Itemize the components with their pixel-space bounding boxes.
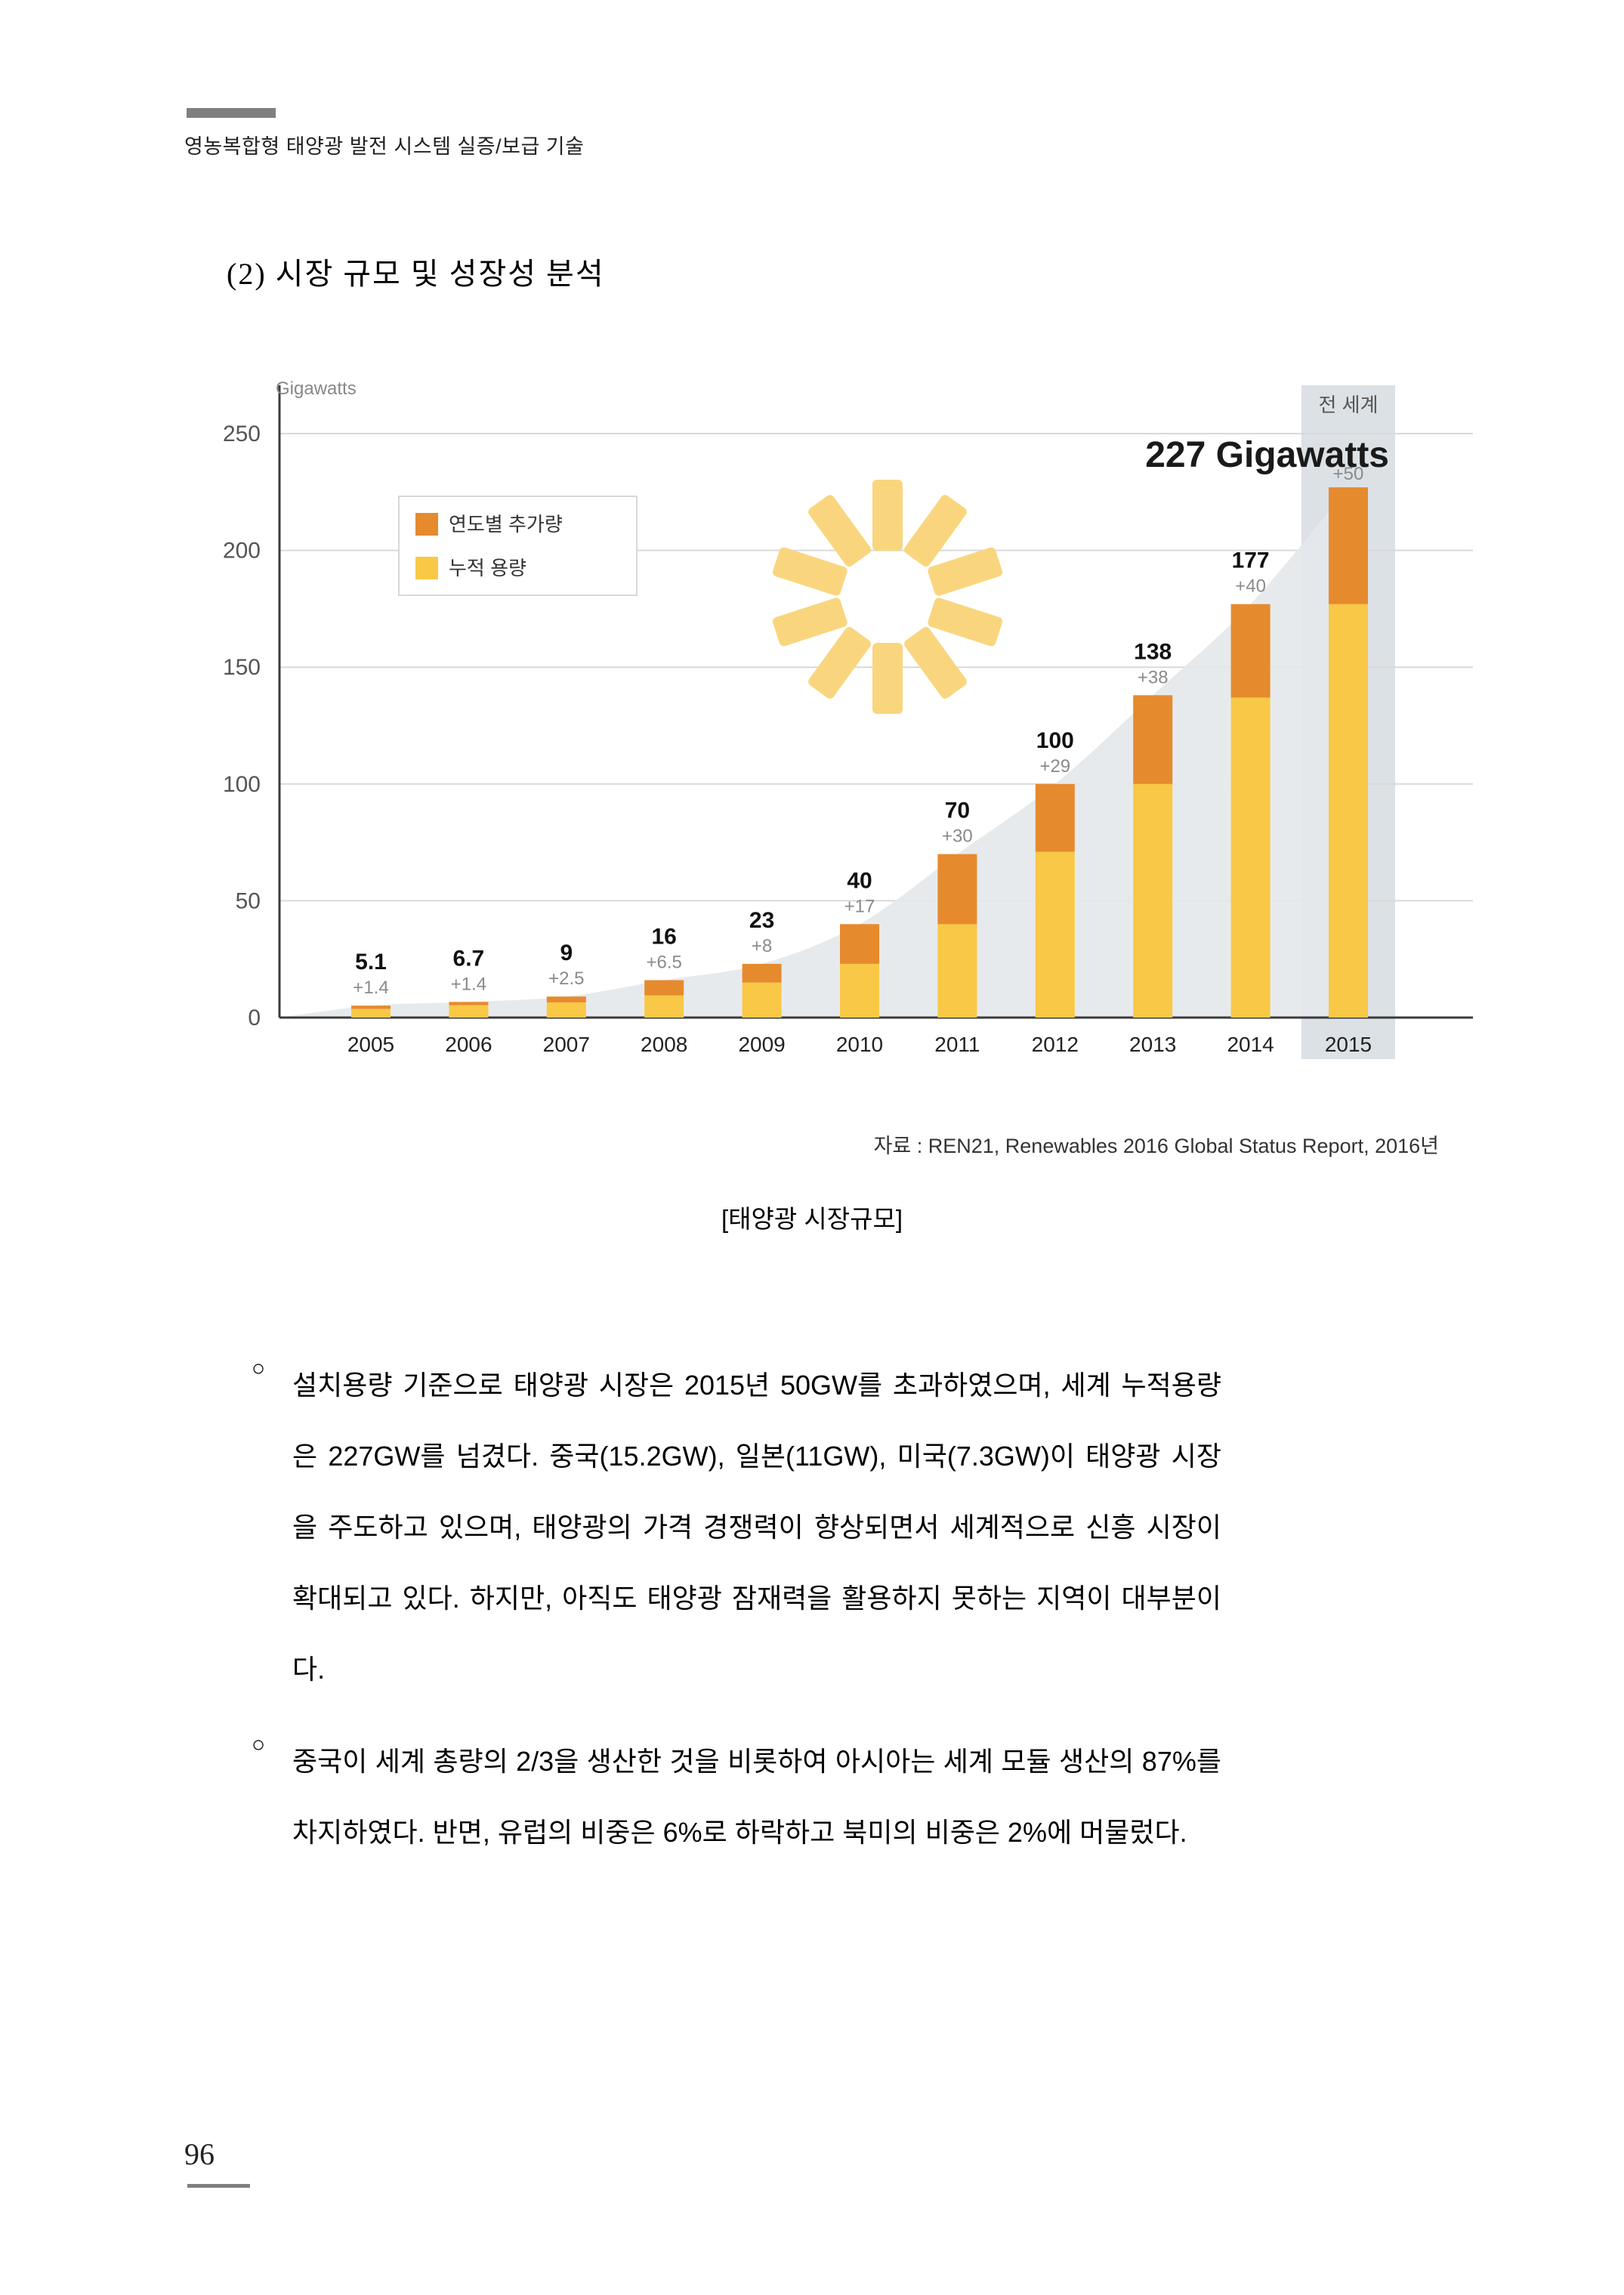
svg-text:2005: 2005: [347, 1033, 394, 1056]
svg-text:200: 200: [223, 539, 261, 564]
svg-text:+8: +8: [752, 936, 772, 956]
svg-text:+17: +17: [844, 896, 875, 916]
svg-text:2007: 2007: [543, 1033, 590, 1056]
svg-text:2010: 2010: [836, 1033, 883, 1056]
svg-text:+1.4: +1.4: [451, 974, 486, 994]
svg-text:100: 100: [1036, 728, 1074, 753]
svg-text:0: 0: [248, 1005, 261, 1030]
svg-text:2014: 2014: [1227, 1033, 1274, 1056]
svg-text:23: 23: [749, 908, 774, 933]
svg-text:+38: +38: [1138, 667, 1169, 687]
svg-text:70: 70: [945, 798, 970, 823]
svg-text:6.7: 6.7: [453, 946, 485, 971]
svg-text:+30: +30: [942, 826, 973, 847]
svg-text:전 세계: 전 세계: [1319, 394, 1379, 416]
svg-text:5.1: 5.1: [355, 950, 387, 975]
svg-text:2009: 2009: [738, 1033, 785, 1056]
svg-text:2012: 2012: [1032, 1033, 1079, 1056]
svg-text:Gigawatts: Gigawatts: [276, 378, 357, 399]
svg-text:연도별 추가량: 연도별 추가량: [449, 513, 563, 536]
svg-text:+6.5: +6.5: [647, 953, 682, 973]
svg-text:50: 50: [236, 888, 261, 913]
svg-text:+40: +40: [1235, 576, 1266, 597]
svg-text:250: 250: [223, 422, 261, 446]
svg-text:누적 용량: 누적 용량: [449, 557, 526, 579]
svg-text:+29: +29: [1039, 756, 1070, 777]
svg-text:2008: 2008: [641, 1033, 687, 1056]
svg-text:150: 150: [223, 655, 261, 680]
svg-text:2006: 2006: [445, 1033, 492, 1056]
svg-text:100: 100: [223, 772, 261, 797]
svg-text:+2.5: +2.5: [548, 968, 584, 989]
svg-text:227 Gigawatts: 227 Gigawatts: [1145, 435, 1389, 475]
svg-text:2015: 2015: [1325, 1033, 1372, 1056]
svg-text:177: 177: [1232, 548, 1270, 573]
svg-text:2011: 2011: [934, 1033, 980, 1056]
svg-text:9: 9: [560, 941, 573, 965]
svg-text:138: 138: [1134, 639, 1172, 664]
svg-text:2013: 2013: [1129, 1033, 1176, 1056]
svg-text:40: 40: [847, 868, 872, 893]
svg-text:16: 16: [652, 925, 677, 950]
svg-text:+1.4: +1.4: [353, 978, 388, 998]
